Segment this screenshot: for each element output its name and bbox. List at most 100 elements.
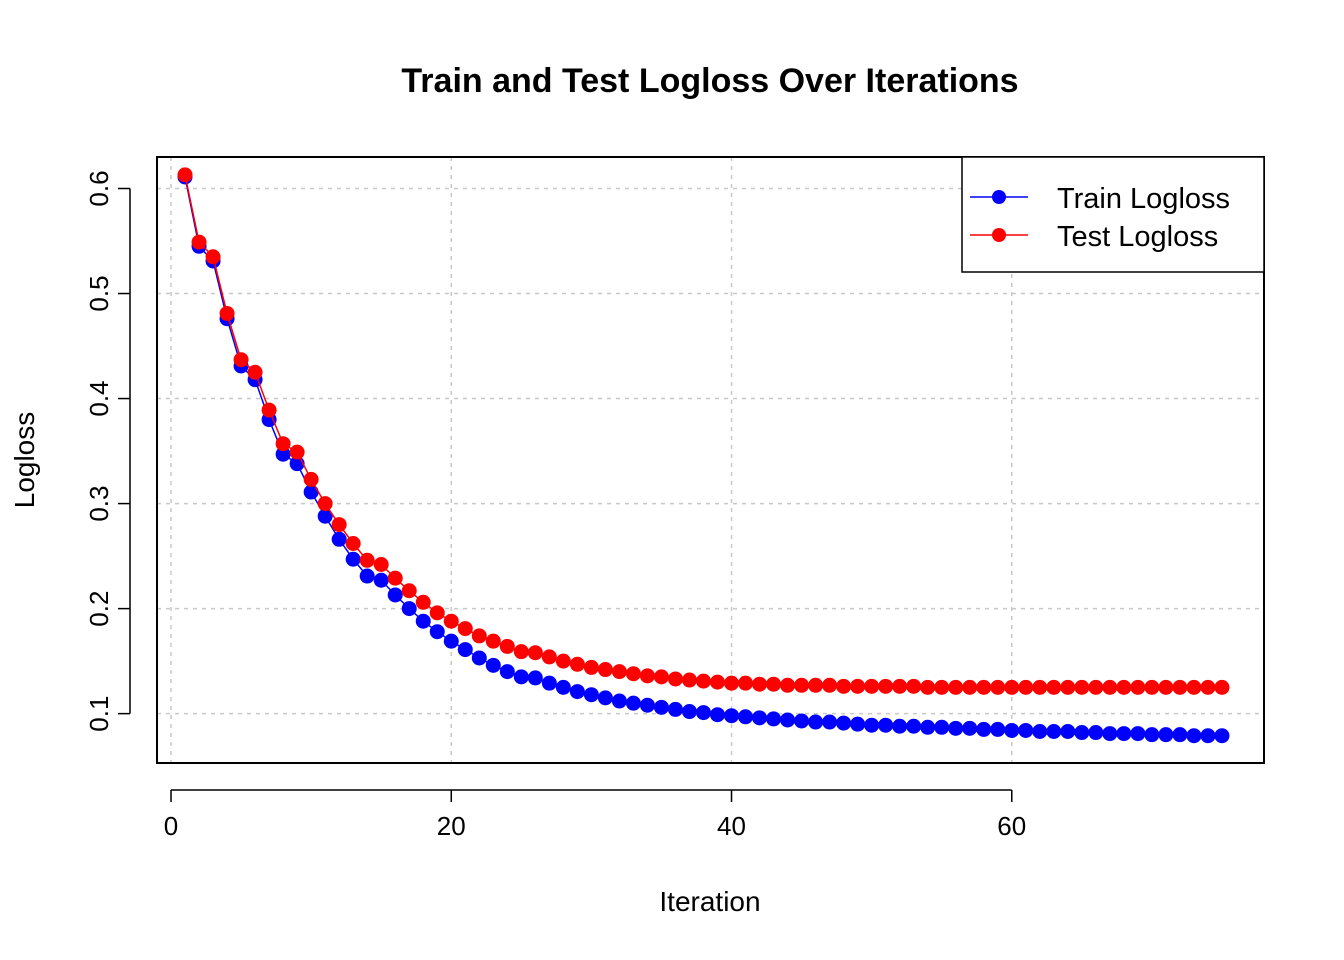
data-point-test	[471, 628, 487, 644]
legend: Train Logloss Test Logloss	[961, 156, 1265, 273]
data-point-test	[485, 633, 501, 649]
data-point-train	[387, 587, 403, 603]
y-tick-label: 0.1	[84, 696, 114, 732]
data-point-test	[752, 676, 768, 692]
data-point-test	[990, 679, 1006, 695]
data-point-train	[710, 707, 726, 723]
y-tick-label: 0.3	[84, 486, 114, 522]
data-point-train	[976, 721, 992, 737]
data-point-test	[934, 679, 950, 695]
data-point-train	[373, 572, 389, 588]
data-point-test	[541, 649, 557, 665]
data-point-train	[850, 716, 866, 732]
data-point-train	[948, 720, 964, 736]
data-point-test	[373, 557, 389, 573]
data-point-test	[387, 570, 403, 586]
data-point-train	[920, 719, 936, 735]
chart-title: Train and Test Logloss Over Iterations	[401, 62, 1018, 100]
data-point-test	[1032, 679, 1048, 695]
data-point-train	[1214, 728, 1230, 744]
data-point-train	[1018, 722, 1034, 738]
data-point-test	[1144, 679, 1160, 695]
data-point-train	[429, 624, 445, 640]
data-point-train	[653, 699, 669, 715]
data-point-train	[275, 446, 291, 462]
data-point-test	[415, 594, 431, 610]
data-point-test	[359, 552, 375, 568]
data-point-test	[864, 678, 880, 694]
data-point-test	[1214, 679, 1230, 695]
data-point-train	[752, 710, 768, 726]
data-point-train	[766, 711, 782, 727]
data-point-test	[766, 676, 782, 692]
data-point-test	[738, 675, 754, 691]
data-point-test	[808, 677, 824, 693]
data-point-test	[597, 662, 613, 678]
plot-frame	[156, 156, 1265, 764]
data-point-train	[1032, 723, 1048, 739]
data-point-test	[1200, 679, 1216, 695]
series-layer	[177, 167, 1230, 744]
data-point-test	[1060, 679, 1076, 695]
data-point-test	[780, 677, 796, 693]
data-point-train	[878, 717, 894, 733]
data-point-train	[331, 531, 347, 547]
data-point-test	[850, 678, 866, 694]
data-point-test	[1018, 679, 1034, 695]
data-point-test	[836, 678, 852, 694]
data-point-train	[303, 484, 319, 500]
data-point-train	[681, 704, 697, 720]
data-point-test	[317, 496, 333, 512]
legend-test-label: Test Logloss	[1057, 221, 1218, 253]
data-point-test	[625, 666, 641, 682]
data-point-test	[331, 517, 347, 533]
data-point-test	[569, 656, 585, 672]
data-point-test	[191, 234, 207, 250]
data-point-test	[1088, 679, 1104, 695]
data-point-test	[1004, 679, 1020, 695]
data-point-test	[822, 677, 838, 693]
data-point-test	[794, 677, 810, 693]
x-tick-label: 0	[164, 811, 178, 841]
data-point-test	[920, 679, 936, 695]
data-point-train	[780, 712, 796, 728]
data-point-train	[892, 718, 908, 734]
data-point-train	[738, 709, 754, 725]
data-point-train	[569, 684, 585, 700]
data-point-test	[527, 645, 543, 661]
data-point-train	[794, 713, 810, 729]
data-point-test	[233, 352, 249, 368]
data-point-test	[681, 672, 697, 688]
data-point-train	[611, 693, 627, 709]
data-point-train	[499, 664, 515, 680]
data-point-train	[1102, 726, 1118, 742]
data-point-test	[205, 249, 221, 265]
data-point-train	[1172, 727, 1188, 743]
data-point-test	[1102, 679, 1118, 695]
data-point-train	[1144, 727, 1160, 743]
data-point-test	[429, 605, 445, 621]
data-point-train	[1200, 728, 1216, 744]
x-axis-label: Iteration	[659, 886, 760, 917]
data-point-test	[303, 471, 319, 487]
series-test	[177, 167, 1230, 695]
data-point-train	[724, 708, 740, 724]
data-point-train	[471, 650, 487, 666]
data-point-train	[317, 508, 333, 524]
data-point-train	[695, 705, 711, 721]
data-point-train	[934, 719, 950, 735]
data-point-train	[822, 714, 838, 730]
data-point-train	[541, 675, 557, 691]
data-point-train	[345, 551, 361, 567]
data-point-test	[611, 664, 627, 680]
data-point-train	[864, 717, 880, 733]
data-point-train	[415, 613, 431, 629]
data-point-test	[247, 364, 263, 380]
data-point-test	[513, 644, 529, 660]
data-point-train	[906, 718, 922, 734]
data-point-test	[948, 679, 964, 695]
data-point-train	[1074, 725, 1090, 741]
data-point-train	[443, 633, 459, 649]
data-point-train	[990, 721, 1006, 737]
